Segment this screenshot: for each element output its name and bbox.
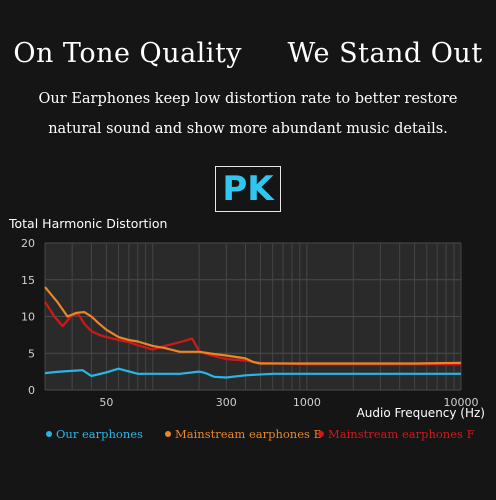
chart-legend: Our earphones Mainstream earphones B Mains… (0, 427, 496, 447)
legend-label: Mainstream earphones B (175, 427, 323, 441)
x-tick-labels: 50 300 1000 10000 (99, 396, 478, 409)
y-tick-labels: 0 5 10 15 20 (21, 237, 35, 397)
headline-right: We Stand Out (287, 38, 483, 69)
y-tick-label: 15 (21, 274, 35, 287)
headline: On Tone Quality We Stand Out (0, 38, 496, 69)
series-line-our-earphones (44, 367, 461, 379)
legend-marker (165, 431, 171, 437)
legend-item: Mainstream earphones F (318, 427, 475, 441)
legend-marker (46, 431, 52, 437)
x-tick-label: 1000 (293, 396, 321, 409)
thd-chart: Total Harmonic Distortion 0 5 10 15 20 50 300… (8, 216, 485, 420)
legend-item: Mainstream earphones B (165, 427, 322, 441)
series-lines (44, 286, 462, 379)
x-tick-label: 50 (99, 396, 113, 409)
legend-marker (318, 431, 324, 437)
x-tick-label: 10000 (444, 396, 479, 409)
x-axis-label: Audio Frequency (Hz) (357, 406, 485, 420)
grid-lines (44, 242, 462, 391)
subheadline-line-1: Our Earphones keep low distortion rate t… (38, 91, 458, 107)
y-tick-label: 5 (28, 347, 35, 360)
legend-label: Mainstream earphones F (328, 427, 475, 441)
y-tick-label: 10 (21, 311, 35, 324)
chart-title: Total Harmonic Distortion (8, 216, 167, 231)
subheadline-line-2: natural sound and show more abundant mus… (48, 121, 448, 137)
headline-left: On Tone Quality (13, 38, 243, 69)
pk-badge: PK (215, 166, 281, 212)
x-tick-label: 300 (216, 396, 237, 409)
pk-badge-text: PK (222, 169, 274, 209)
legend-label: Our earphones (56, 427, 143, 441)
y-tick-label: 20 (21, 237, 35, 250)
legend-item: Our earphones (46, 427, 143, 441)
y-tick-label: 0 (28, 384, 35, 397)
series-line-mainstream-earphones-b (44, 286, 462, 365)
